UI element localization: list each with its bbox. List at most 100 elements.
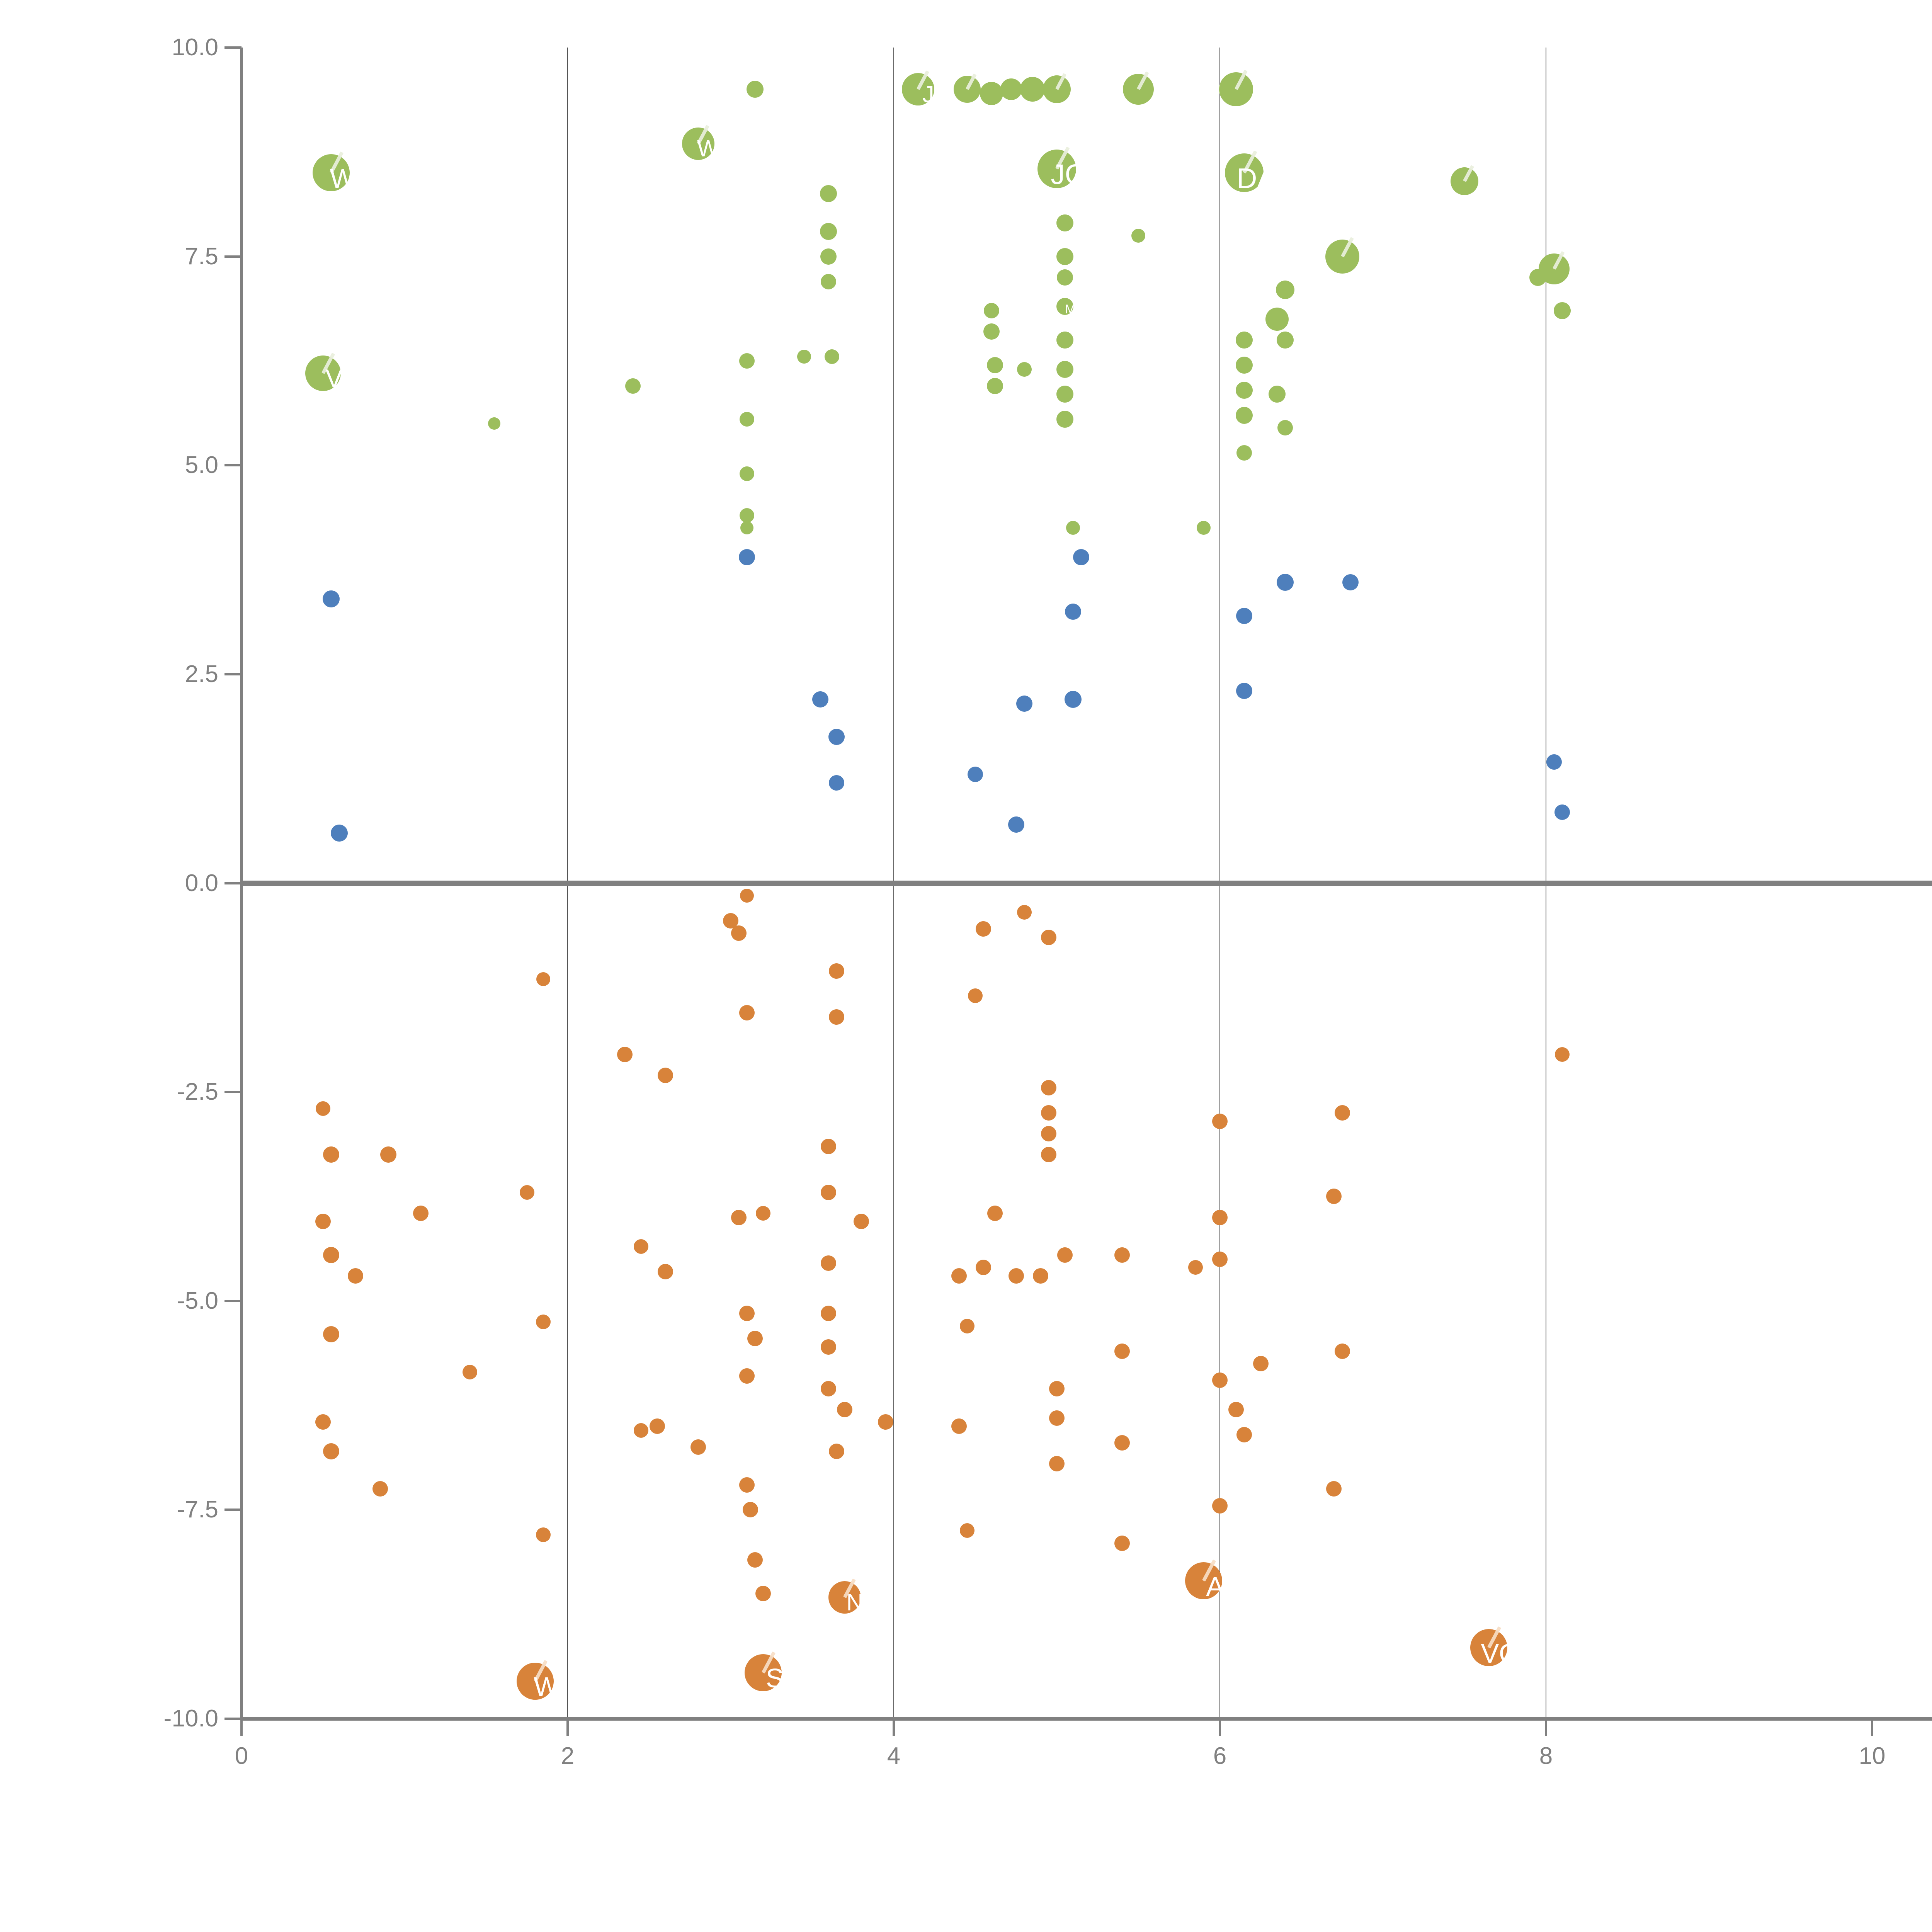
data-point-green[interactable]	[1056, 214, 1074, 232]
data-point-orange[interactable]	[536, 972, 550, 986]
data-point-orange[interactable]	[837, 1401, 853, 1417]
data-point-green[interactable]	[747, 81, 764, 98]
data-point-orange[interactable]	[1188, 1260, 1203, 1275]
data-point-green[interactable]	[740, 412, 755, 427]
data-point-orange[interactable]	[951, 1268, 967, 1284]
data-point-green[interactable]	[1236, 356, 1253, 374]
data-point-orange[interactable]	[739, 1306, 755, 1321]
data-point-orange[interactable]	[1212, 1113, 1228, 1129]
data-point-green[interactable]	[1265, 307, 1289, 331]
data-point-orange[interactable]	[650, 1418, 665, 1434]
data-point-orange[interactable]	[821, 1381, 837, 1396]
data-point-green[interactable]	[1268, 386, 1286, 403]
data-point-orange[interactable]	[951, 1418, 967, 1434]
data-point-orange[interactable]	[968, 988, 983, 1003]
data-point-orange[interactable]	[1049, 1381, 1065, 1396]
data-point-orange[interactable]	[821, 1339, 837, 1355]
data-point-orange[interactable]	[878, 1414, 893, 1430]
data-point-orange[interactable]	[1212, 1209, 1228, 1225]
data-point-green[interactable]	[1529, 269, 1546, 286]
data-point-orange[interactable]	[1114, 1535, 1130, 1551]
data-point-blue[interactable]	[1236, 607, 1253, 624]
data-point-orange[interactable]	[1253, 1355, 1269, 1371]
data-point-orange[interactable]	[976, 1260, 992, 1276]
data-point-blue[interactable]	[1065, 603, 1082, 620]
data-point-orange[interactable]	[323, 1146, 340, 1163]
data-point-green[interactable]	[1056, 411, 1074, 428]
data-point-orange[interactable]	[536, 1527, 551, 1543]
data-point-green[interactable]	[488, 417, 501, 430]
data-point-orange[interactable]	[380, 1146, 396, 1163]
data-point-orange[interactable]	[658, 1264, 673, 1280]
data-point-blue[interactable]	[1276, 574, 1294, 591]
data-point-orange[interactable]	[1049, 1410, 1065, 1426]
data-point-green[interactable]	[1056, 386, 1074, 403]
data-point-green[interactable]	[984, 303, 1000, 319]
data-point-green[interactable]	[797, 350, 811, 364]
data-point-orange[interactable]	[829, 1444, 845, 1459]
data-point-orange[interactable]	[372, 1481, 388, 1497]
data-point-orange[interactable]	[462, 1364, 477, 1379]
data-point-orange[interactable]	[1228, 1401, 1244, 1417]
data-point-green[interactable]	[1056, 331, 1074, 349]
data-point-green[interactable]	[1017, 362, 1032, 377]
data-point-green[interactable]	[820, 185, 837, 202]
data-point-orange[interactable]	[1334, 1105, 1350, 1121]
data-point-blue[interactable]	[739, 549, 755, 566]
data-point-orange[interactable]	[739, 1368, 755, 1384]
data-point-orange[interactable]	[536, 1314, 551, 1329]
data-point-orange[interactable]	[821, 1138, 837, 1154]
data-point-green[interactable]	[980, 82, 1003, 105]
data-point-orange[interactable]	[1555, 1047, 1570, 1062]
data-point-orange[interactable]	[1049, 1456, 1065, 1472]
data-point-orange[interactable]	[1326, 1481, 1342, 1497]
data-point-orange[interactable]	[1114, 1435, 1130, 1451]
data-point-green[interactable]	[1020, 77, 1045, 102]
data-point-green[interactable]	[820, 248, 837, 265]
data-point-orange[interactable]	[323, 1247, 340, 1263]
data-point-orange[interactable]	[821, 1184, 837, 1200]
data-point-blue[interactable]	[1016, 695, 1032, 712]
data-point-orange[interactable]	[1017, 905, 1032, 920]
data-point-green[interactable]	[1056, 248, 1074, 265]
data-point-orange[interactable]	[739, 1477, 755, 1493]
data-point-orange[interactable]	[1326, 1189, 1342, 1204]
data-point-orange[interactable]	[1041, 1080, 1056, 1096]
data-point-green[interactable]	[1056, 298, 1074, 315]
data-point-green[interactable]	[986, 357, 1003, 373]
data-point-orange[interactable]	[740, 888, 754, 903]
data-point-blue[interactable]	[1342, 574, 1359, 590]
data-point-orange[interactable]	[1032, 1268, 1048, 1284]
data-point-green[interactable]	[1277, 420, 1293, 435]
data-point-orange[interactable]	[1212, 1372, 1228, 1388]
data-point-orange[interactable]	[519, 1185, 534, 1200]
data-point-orange[interactable]	[1041, 1126, 1056, 1142]
data-point-orange[interactable]	[756, 1206, 771, 1221]
data-point-green[interactable]	[824, 349, 839, 364]
data-point-orange[interactable]	[821, 1255, 837, 1271]
data-point-orange[interactable]	[739, 1005, 755, 1020]
data-point-blue[interactable]	[1546, 754, 1562, 770]
data-point-orange[interactable]	[1212, 1251, 1228, 1267]
data-point-green[interactable]	[740, 521, 754, 535]
data-point-green[interactable]	[1236, 406, 1253, 424]
data-point-orange[interactable]	[747, 1331, 763, 1347]
data-point-green[interactable]	[1131, 228, 1145, 243]
data-point-orange[interactable]	[742, 1502, 758, 1518]
data-point-green[interactable]	[740, 466, 755, 481]
data-point-green[interactable]	[1554, 302, 1571, 320]
data-point-orange[interactable]	[658, 1067, 673, 1083]
data-point-blue[interactable]	[331, 824, 348, 842]
data-point-blue[interactable]	[323, 590, 340, 608]
data-point-green[interactable]	[1000, 78, 1022, 100]
data-point-blue[interactable]	[968, 767, 983, 782]
data-point-green[interactable]	[1066, 521, 1080, 535]
data-point-orange[interactable]	[747, 1552, 763, 1568]
data-point-orange[interactable]	[1236, 1427, 1252, 1442]
data-point-orange[interactable]	[987, 1205, 1003, 1221]
data-point-green[interactable]	[1196, 521, 1211, 535]
data-point-orange[interactable]	[1041, 930, 1056, 946]
data-point-orange[interactable]	[731, 925, 747, 941]
data-point-orange[interactable]	[829, 963, 845, 979]
